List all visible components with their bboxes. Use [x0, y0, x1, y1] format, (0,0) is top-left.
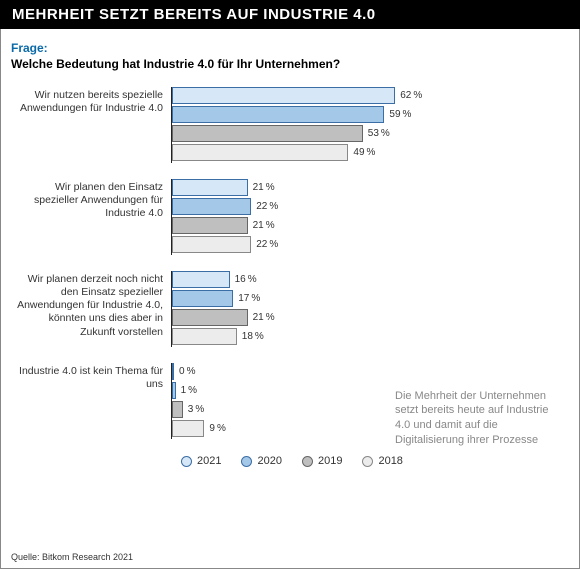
bar-value-label: 9 %: [209, 423, 225, 434]
bar-value-label: 3 %: [188, 404, 204, 415]
chart-frame: MEHRHEIT SETZT BEREITS AUF INDUSTRIE 4.0…: [0, 0, 580, 570]
bars-column: 62 % 59 % 53 % 49 %: [171, 87, 541, 163]
bar: [172, 87, 395, 104]
bar-row: 59 %: [172, 106, 541, 123]
legend-swatch: [302, 456, 313, 467]
bar: [172, 309, 248, 326]
bar: [172, 328, 237, 345]
bar-value-label: 18 %: [242, 331, 264, 342]
bar: [172, 106, 384, 123]
bar: [172, 179, 248, 196]
bar-group: Wir planen den Einsatz spezieller Anwend…: [11, 179, 569, 255]
bar: [172, 217, 248, 234]
bar-value-label: 21 %: [253, 220, 275, 231]
bar-group: Wir nutzen bereits spezielle Anwendungen…: [11, 87, 569, 163]
bar-value-label: 16 %: [235, 274, 257, 285]
bar-row: 62 %: [172, 87, 541, 104]
bar-value-label: 22 %: [256, 239, 278, 250]
bar-value-label: 1 %: [181, 385, 197, 396]
bar: [172, 236, 251, 253]
bars-column: 21 % 22 % 21 % 22 %: [171, 179, 541, 255]
bars-column: 16 % 17 % 21 % 18 %: [171, 271, 541, 347]
group-label: Wir nutzen bereits spezielle Anwendungen…: [11, 87, 171, 163]
legend-item: 2020: [241, 455, 281, 467]
source-text: Quelle: Bitkom Research 2021: [11, 552, 133, 562]
bar: [172, 363, 174, 380]
bar-value-label: 59 %: [389, 109, 411, 120]
bar: [172, 125, 363, 142]
question-label: Frage:: [11, 41, 569, 55]
legend-swatch: [241, 456, 252, 467]
bar-value-label: 21 %: [253, 312, 275, 323]
header-title: MEHRHEIT SETZT BEREITS AUF INDUSTRIE 4.0: [12, 6, 376, 23]
legend-item: 2021: [181, 455, 221, 467]
bar: [172, 382, 176, 399]
group-label: Wir planen den Einsatz spezieller Anwend…: [11, 179, 171, 255]
legend-label: 2018: [378, 455, 402, 467]
caption-text: Die Mehrheit der Unternehmen setzt berei…: [395, 389, 565, 448]
bar: [172, 271, 230, 288]
bar: [172, 198, 251, 215]
bar-row: 49 %: [172, 144, 541, 161]
bar-value-label: 21 %: [253, 182, 275, 193]
body-panel: Frage: Welche Bedeutung hat Industrie 4.…: [0, 29, 580, 569]
bar-row: 21 %: [172, 217, 541, 234]
bar-value-label: 62 %: [400, 90, 422, 101]
bar-row: 22 %: [172, 236, 541, 253]
legend-item: 2018: [362, 455, 402, 467]
bar: [172, 290, 233, 307]
chart-area: Wir nutzen bereits spezielle Anwendungen…: [11, 87, 569, 439]
bar-value-label: 49 %: [353, 147, 375, 158]
bar: [172, 144, 348, 161]
bar-row: 16 %: [172, 271, 541, 288]
bar-row: 17 %: [172, 290, 541, 307]
bar-value-label: 17 %: [238, 293, 260, 304]
legend-label: 2021: [197, 455, 221, 467]
group-label: Industrie 4.0 ist kein Thema für uns: [11, 363, 171, 439]
bar-row: 0 %: [172, 363, 541, 380]
bar-row: 18 %: [172, 328, 541, 345]
question-text: Welche Bedeutung hat Industrie 4.0 für I…: [11, 57, 569, 71]
legend-label: 2019: [318, 455, 342, 467]
bar-group: Wir planen derzeit noch nicht den Einsat…: [11, 271, 569, 347]
bar-row: 53 %: [172, 125, 541, 142]
group-label: Wir planen derzeit noch nicht den Einsat…: [11, 271, 171, 347]
bar-value-label: 53 %: [368, 128, 390, 139]
bar: [172, 420, 204, 437]
bar-value-label: 22 %: [256, 201, 278, 212]
bar: [172, 401, 183, 418]
bar-row: 22 %: [172, 198, 541, 215]
header-bar: MEHRHEIT SETZT BEREITS AUF INDUSTRIE 4.0: [0, 0, 580, 29]
bar-value-label: 0 %: [179, 366, 195, 377]
legend: 2021 2020 2019 2018: [181, 455, 569, 467]
bar-row: 21 %: [172, 309, 541, 326]
legend-item: 2019: [302, 455, 342, 467]
legend-swatch: [181, 456, 192, 467]
bar-row: 21 %: [172, 179, 541, 196]
legend-swatch: [362, 456, 373, 467]
legend-label: 2020: [257, 455, 281, 467]
